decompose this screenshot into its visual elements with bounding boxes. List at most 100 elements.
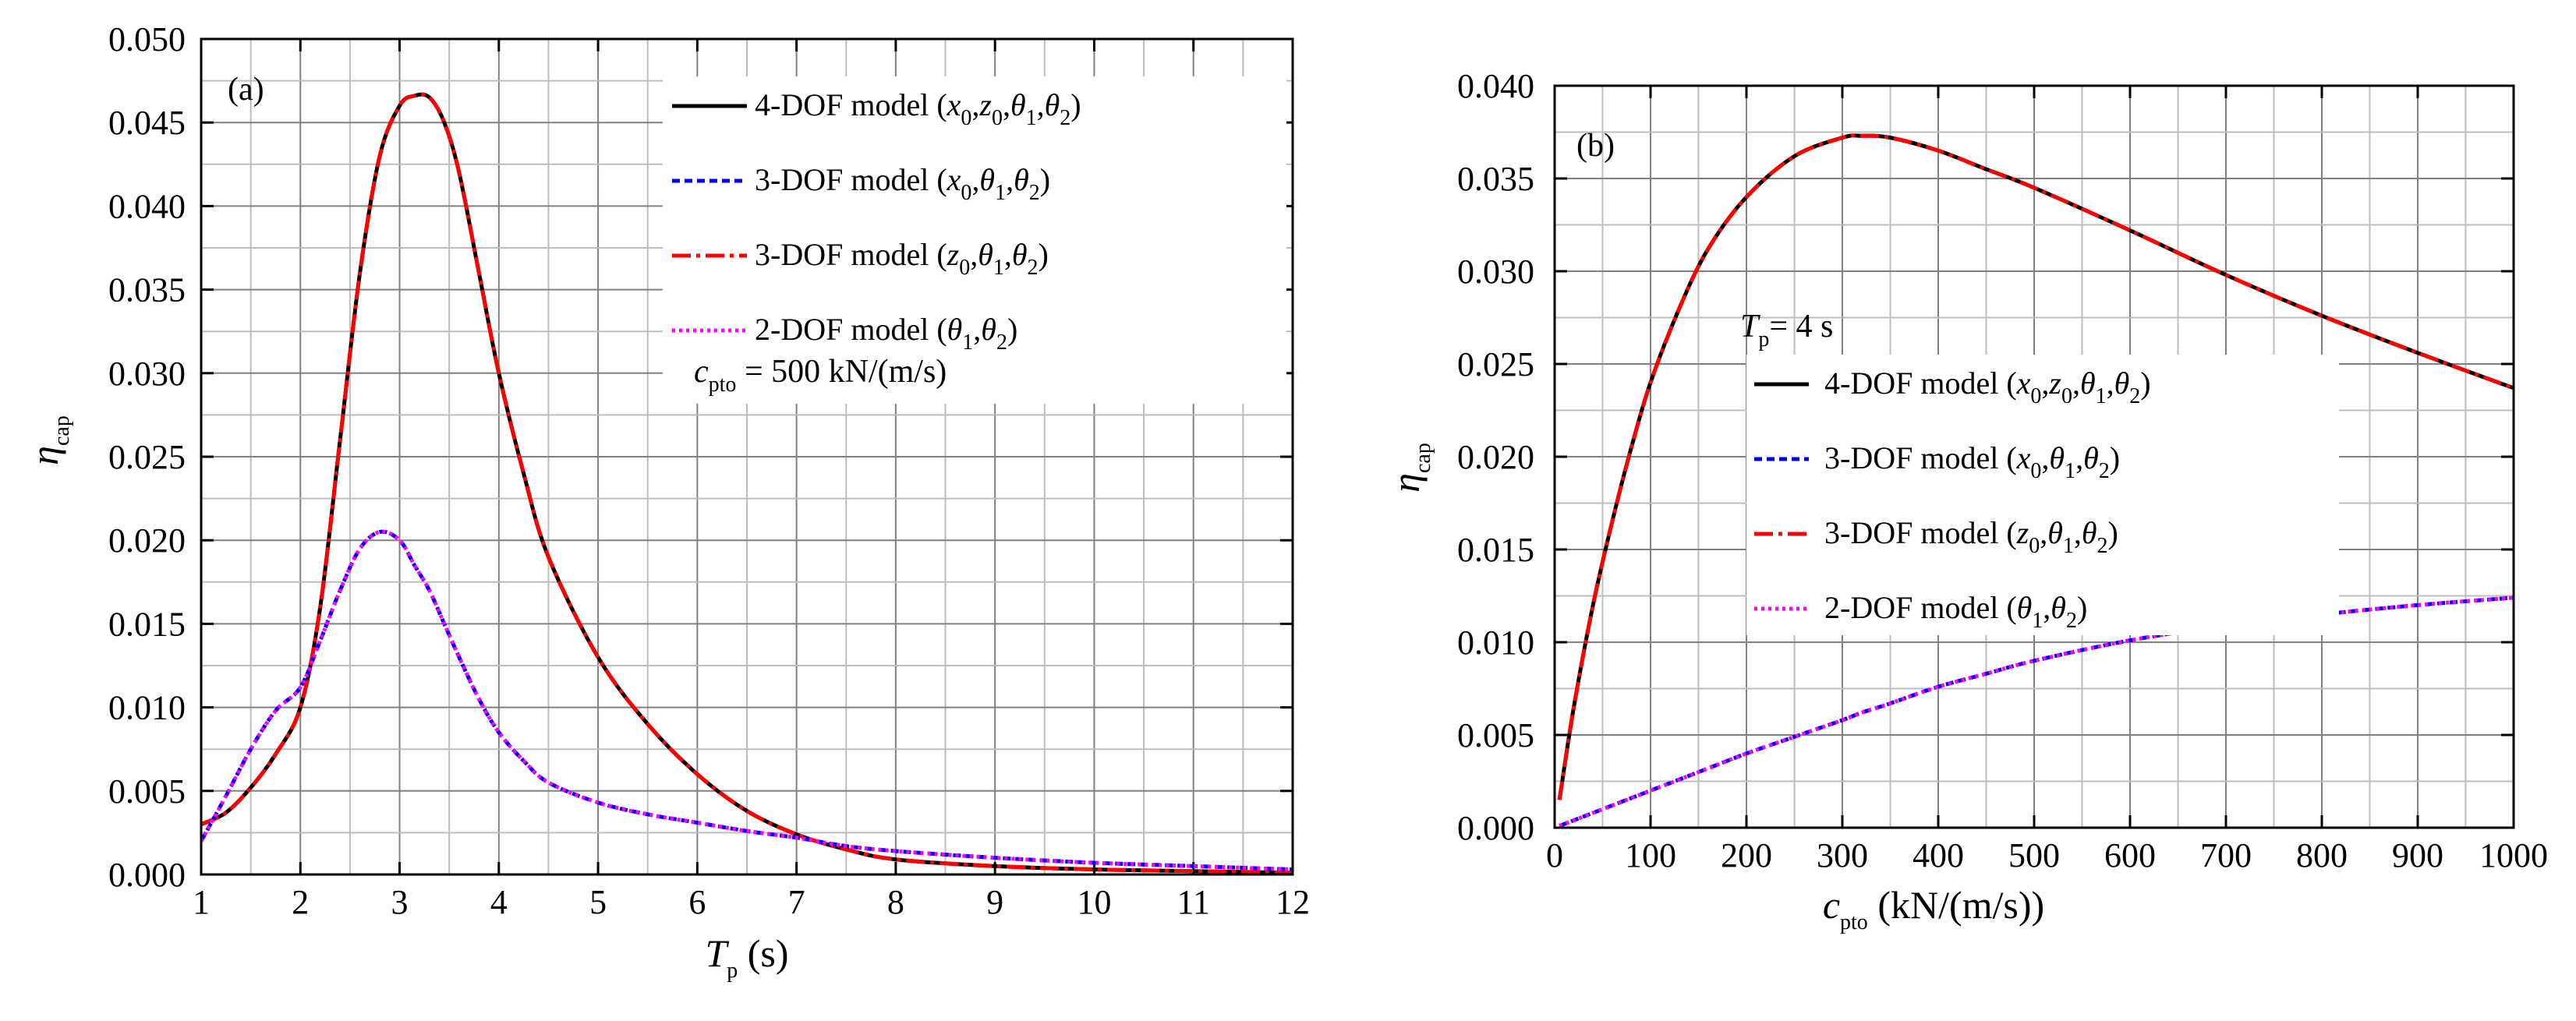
panel-label: (a) [228,72,264,108]
legend-comma: , [973,312,981,347]
x-tick-label: 900 [2392,836,2443,874]
parameter-annotation: Tp= 4 s [1740,309,1833,352]
y-tick-label: 0.045 [108,104,186,142]
legend-label-1: 4-DOF model (x0​,z0​,θ1​,θ2​) [1824,366,2151,408]
x-tick-label: 6 [688,883,706,921]
y-tick-label: 0.040 [108,187,186,225]
x-tick-label: 0 [1546,836,1563,874]
x-axis-subscript: pto [1840,910,1868,934]
legend-var: θ [2049,440,2065,475]
chart-panel-b: 0 100 200 300 400 500 600 700 800 900 10000.0000.0… [1384,67,2548,934]
y-tick-label: 0.025 [108,438,186,476]
legend-var: θ [978,237,993,272]
legend-var: x [2016,366,2031,401]
x-tick-label: 8 [887,883,904,921]
x-tick-label: 7 [788,883,805,921]
legend-label-4: 2-DOF model (θ1​,θ2​) [1824,590,2087,633]
legend-close: ) [1007,312,1017,347]
legend-text: 4-DOF model ( [755,87,947,122]
legend-var: θ [1045,87,1060,122]
legend-sub: 1 [962,330,973,355]
y-tick-label: 0.005 [1457,716,1534,754]
legend-comma: , [2041,366,2049,401]
x-tick-label: 4 [490,883,508,921]
legend-text: 3-DOF model ( [1824,515,2017,550]
y-tick-label: 0.020 [108,521,186,560]
legend-background [1746,355,2339,635]
legend-comma: , [2041,440,2049,475]
x-axis-unit: (kN/(m/s)) [1868,883,2044,927]
x-axis-unit: (s) [738,931,788,975]
legend-sub: 0 [2061,384,2072,408]
legend-var: z [2016,515,2029,550]
y-tick-label: 0.035 [1457,160,1534,198]
legend-comma: , [2043,590,2051,625]
x-tick-label: 2 [292,883,309,921]
legend-sub: 2 [2097,534,2108,558]
y-tick-label: 0.025 [1457,345,1534,383]
legend-var: θ [979,162,995,197]
legend-sub: 0 [961,181,971,205]
x-tick-label: 10 [1077,883,1111,921]
y-axis-subscript: cap [1411,443,1435,473]
series-group [201,92,1293,874]
legend-var: θ [981,312,996,347]
y-axis-symbol: η [1384,473,1428,493]
x-tick-label: 11 [1177,883,1210,921]
legend-comma: , [971,162,979,197]
legend: 4-DOF model (x0​,z0​,θ1​,θ2​) 3-DOF model… [1754,366,2151,633]
legend-label-2: 3-DOF model (x0​,θ1​,θ2​) [755,162,1050,205]
series-line-2 [201,529,1293,872]
legend-var: x [947,162,961,197]
legend-background [663,76,1286,404]
legend-text: 2-DOF model ( [1824,590,2017,625]
x-axis-symbol: c [1823,883,1840,927]
legend: 4-DOF model (x0​,z0​,θ1​,θ2​) 3-DOF model… [672,87,1081,355]
legend-var: θ [2080,366,2096,401]
legend-var: x [947,87,961,122]
legend-comma: , [971,87,979,122]
legend-var: x [2016,440,2031,475]
x-tick-label: 9 [986,883,1003,921]
panel-label: (b) [1576,128,1615,164]
legend-close: ) [2110,440,2120,475]
legend-sub: 2 [1029,181,1040,205]
y-tick-label: 0.050 [108,20,186,58]
legend-text: 3-DOF model ( [1824,440,2017,475]
legend-var: θ [1014,162,1029,197]
annotation-value: = 4 s [1769,309,1833,344]
plot-frame [200,37,1294,876]
legend-sub: 1 [1026,106,1037,130]
legend-sub: 0 [2030,459,2041,483]
y-tick-label: 0.015 [1457,531,1534,569]
legend-sub: 1 [993,256,1004,280]
legend-var: z [978,87,992,122]
legend-var: θ [2051,590,2066,625]
x-tick-label: 400 [1913,836,1964,874]
legend-var: z [2048,366,2061,401]
y-tick-label: 0.020 [1457,438,1534,476]
legend-close: ) [2140,366,2150,401]
legend-comma: , [2107,366,2114,401]
y-axis-label: ηcap [23,415,74,465]
legend-text: 2-DOF model ( [755,312,947,347]
legend-text: 3-DOF model ( [755,237,947,272]
legend-sub: 0 [2029,534,2040,558]
legend-var: θ [2017,590,2033,625]
legend-var: θ [2047,515,2063,550]
legend-sub: 2 [2099,459,2110,483]
legend-text: 3-DOF model ( [755,162,947,197]
axis-ticks: 0 100 200 300 400 500 600 700 800 900 10000.0000.0… [1457,67,2548,874]
x-tick-label: 600 [2104,836,2156,874]
y-tick-label: 0.040 [1457,67,1534,105]
legend-sub: 2 [2129,384,2140,408]
legend-comma: , [1003,87,1010,122]
x-axis-label: cpto (kN/(m/s)) [1823,883,2044,934]
legend-text: 4-DOF model ( [1824,366,2017,401]
legend-label-2: 3-DOF model (x0​,θ1​,θ2​) [1824,440,2120,483]
legend-comma: , [2075,440,2083,475]
legend-comma: , [2074,515,2082,550]
axis-ticks: 1 2 3 4 5 6 7 8 9 10 11 120.0000.0050.0100.0150.020… [108,20,1310,921]
x-tick-label: 1 [193,883,210,921]
